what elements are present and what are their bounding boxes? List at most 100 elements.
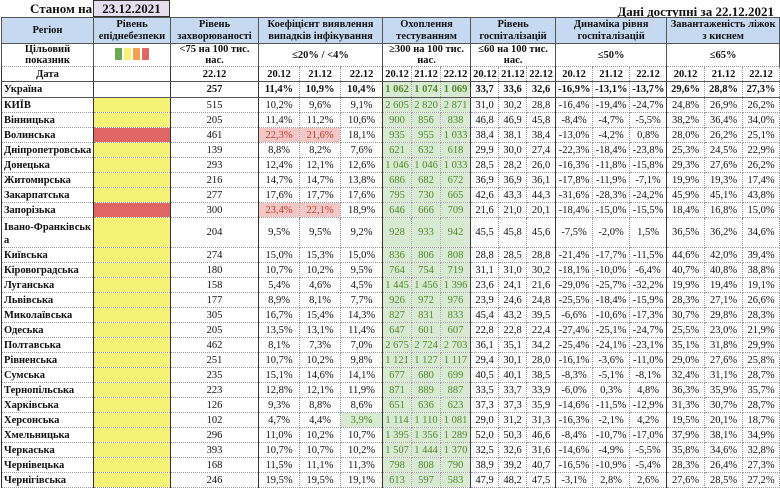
table-row: Полтавська 462 8,1% 7,3% 7,0% 2 675 2 724 2 703… — [1, 337, 780, 353]
oxygen-beds-value: 28,5% — [704, 472, 744, 488]
date-cell: 20.12 — [666, 66, 706, 82]
hospitalization-value: 24,8 — [526, 292, 557, 308]
covid-indicators-table: Регіон Рівень епіднебезпеки Рівень захво… — [1, 17, 780, 488]
table-row: Вінницька 205 11,4% 11,2% 10,6% 900 856 838 46,8… — [1, 112, 780, 128]
region-name: Тернопільська — [1, 382, 94, 398]
testing-value: 651 — [382, 397, 413, 413]
hosp-dynamics-value: -17,8% — [555, 172, 594, 188]
data-available-label: Дані доступні за 22.12.2021 — [617, 4, 774, 19]
region-name: Сумська — [1, 367, 94, 383]
testing-value: 955 — [411, 127, 442, 143]
hospitalization-value: 30,2 — [498, 97, 528, 113]
oxygen-beds-value: 36,5% — [666, 217, 706, 248]
testing-value: 607 — [440, 322, 472, 338]
positivity-value: 17,6% — [258, 187, 300, 203]
hospitalization-value: 35,1 — [498, 337, 528, 353]
oxygen-beds-value: 34,9% — [742, 427, 780, 443]
hosp-dynamics-value: -15,0% — [592, 202, 631, 218]
incidence-value: 205 — [170, 112, 259, 128]
table-row: Запорізька 300 23,4% 22,1% 18,9% 646 666 709 21,… — [1, 202, 780, 218]
table-row: Херсонська 102 4,7% 4,4% 3,9% 1 114 1 110 1 081… — [1, 412, 780, 428]
as-of-date: 23.12.2021 — [93, 0, 170, 17]
hospitalization-value: 31,0 — [470, 97, 500, 113]
hosp-dynamics-value: -21,4% — [555, 247, 594, 263]
hosp-dynamics-value: -18,4% — [592, 292, 631, 308]
incidence-value: 168 — [170, 457, 259, 473]
positivity-value: 9,8% — [339, 352, 384, 368]
target-oxygen-beds: ≤65% — [666, 43, 780, 67]
hospitalization-value: 45,4 — [470, 307, 500, 323]
testing-value: 798 — [382, 457, 413, 473]
region-name: Черкаська — [1, 442, 94, 458]
level-swatch — [115, 47, 122, 60]
hospitalization-value: 35,9 — [526, 397, 557, 413]
epid-level-indicator — [93, 157, 171, 173]
testing-value: 613 — [382, 472, 413, 488]
date-cell: 22.12 — [526, 66, 557, 82]
hosp-dynamics-value: -3,6% — [592, 352, 631, 368]
testing-value: 1 046 — [382, 157, 413, 173]
hosp-dynamics-value: -16,9% — [555, 81, 594, 98]
positivity-value: 9,2% — [339, 217, 384, 248]
oxygen-beds-value: 45,9% — [666, 187, 706, 203]
region-name: Вінницька — [1, 112, 94, 128]
positivity-value: 23,4% — [258, 202, 300, 218]
hosp-dynamics-value: -25,5% — [555, 292, 594, 308]
date-label: Дата — [1, 66, 94, 82]
region-name: Рівненська — [1, 352, 94, 368]
oxygen-beds-value: 26,2% — [704, 127, 744, 143]
oxygen-beds-value: 20,1% — [704, 412, 744, 428]
oxygen-beds-value: 36,4% — [704, 112, 744, 128]
target-incidence: <75 на 100 тис. нас. — [170, 43, 259, 67]
oxygen-beds-value: 29,8% — [704, 307, 744, 323]
hosp-dynamics-value: -17,3% — [629, 307, 668, 323]
testing-value: 836 — [382, 247, 413, 263]
oxygen-beds-value: 29,9% — [742, 337, 780, 353]
oxygen-beds-value: 36,2% — [704, 217, 744, 248]
hospitalization-value: 48,2 — [498, 472, 528, 488]
positivity-value: 22,1% — [299, 202, 341, 218]
epid-level-indicator — [93, 262, 171, 278]
incidence-value: 296 — [170, 427, 259, 443]
epid-level-indicator — [93, 472, 171, 488]
oxygen-beds-value: 43,8% — [742, 187, 780, 203]
positivity-value: 4,4% — [299, 412, 341, 428]
testing-value: 2 871 — [440, 97, 472, 113]
oxygen-beds-value: 27,3% — [742, 81, 780, 98]
hosp-dynamics-value: -23,8% — [629, 142, 668, 158]
testing-value: 2 703 — [440, 337, 472, 353]
testing-value: 838 — [440, 112, 472, 128]
hosp-dynamics-value: -25,7% — [592, 277, 631, 293]
col-region: Регіон — [1, 17, 94, 44]
hosp-dynamics-value: -24,7% — [629, 97, 668, 113]
positivity-value: 11,9% — [339, 382, 384, 398]
incidence-value: 305 — [170, 307, 259, 323]
epid-level-indicator — [93, 367, 171, 383]
hospitalization-value: 23,6 — [470, 277, 500, 293]
oxygen-beds-value: 19,1% — [742, 277, 780, 293]
testing-value: 2 605 — [382, 97, 413, 113]
positivity-value: 12,6% — [339, 157, 384, 173]
incidence-value: 177 — [170, 292, 259, 308]
hospitalization-value: 28,8 — [526, 247, 557, 263]
hosp-dynamics-value: 0,3% — [592, 382, 631, 398]
table-row: Кіровоградська 180 10,7% 10,2% 9,5% 764 754 719… — [1, 262, 780, 278]
positivity-value: 18,1% — [339, 127, 384, 143]
hospitalization-value: 47,5 — [526, 472, 557, 488]
table-row: Житомирська 216 14,7% 14,7% 13,8% 686 682 672 36… — [1, 172, 780, 188]
testing-value: 646 — [382, 202, 413, 218]
positivity-value: 14,7% — [258, 172, 300, 188]
epid-level-indicator — [93, 427, 171, 443]
oxygen-beds-value: 25,8% — [742, 352, 780, 368]
positivity-value: 13,5% — [258, 322, 300, 338]
hospitalization-value: 33,9 — [526, 382, 557, 398]
epid-level-indicator — [93, 97, 171, 113]
testing-value: 1 507 — [382, 442, 413, 458]
hosp-dynamics-value: -13,7% — [629, 81, 668, 98]
hospitalization-value: 27,4 — [526, 142, 557, 158]
positivity-value: 10,2% — [299, 262, 341, 278]
testing-value: 1 396 — [440, 277, 472, 293]
table-row: Івано-Франківська 204 9,5% 9,5% 9,2% 928 933 94… — [1, 217, 780, 248]
col-testing: Охоплення тестуванням — [382, 17, 472, 44]
positivity-value: 8,1% — [258, 337, 300, 353]
